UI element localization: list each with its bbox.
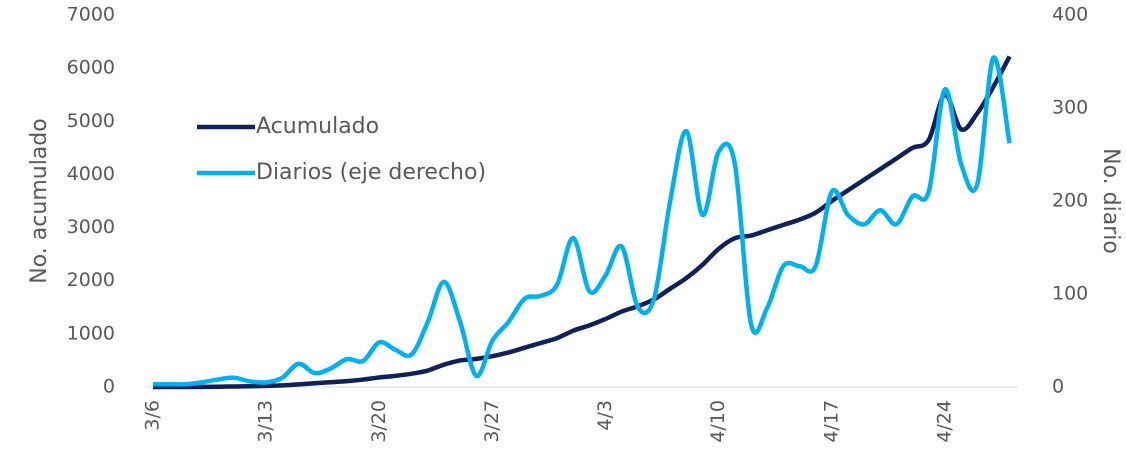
- y2-tick-label: 200: [1052, 190, 1088, 212]
- x-tick-label: 3/6: [142, 400, 164, 431]
- y-tick-label: 5000: [67, 110, 115, 132]
- x-tick-label: 4/10: [707, 400, 729, 443]
- series-line: [153, 55, 1012, 387]
- y-tick-label: 7000: [67, 4, 115, 26]
- y-tick-label: 2000: [67, 269, 115, 291]
- x-tick-label: 4/17: [820, 400, 842, 443]
- y-tick-label: 3000: [67, 216, 115, 238]
- x-tick-label: 4/3: [594, 400, 616, 431]
- x-tick-label: 4/24: [933, 400, 955, 443]
- x-tick-label: 3/20: [368, 400, 390, 443]
- y-axis-label: No. acumulado: [27, 118, 52, 283]
- y-tick-label: 4000: [67, 163, 115, 185]
- y2-tick-label: 300: [1052, 97, 1088, 119]
- legend-label: Acumulado: [256, 114, 379, 139]
- y2-tick-label: 100: [1052, 283, 1088, 305]
- y-tick-label: 0: [103, 376, 115, 398]
- y-tick-label: 6000: [67, 57, 115, 79]
- y2-tick-label: 0: [1052, 376, 1064, 398]
- y2-axis-label: No. diario: [1098, 148, 1123, 254]
- y-tick-label: 1000: [67, 322, 115, 344]
- x-tick-label: 3/13: [255, 400, 277, 443]
- series-line: [153, 55, 1012, 390]
- legend-label: Diarios (eje derecho): [256, 160, 486, 185]
- y2-tick-label: 400: [1052, 4, 1088, 26]
- x-tick-label: 3/27: [481, 400, 503, 443]
